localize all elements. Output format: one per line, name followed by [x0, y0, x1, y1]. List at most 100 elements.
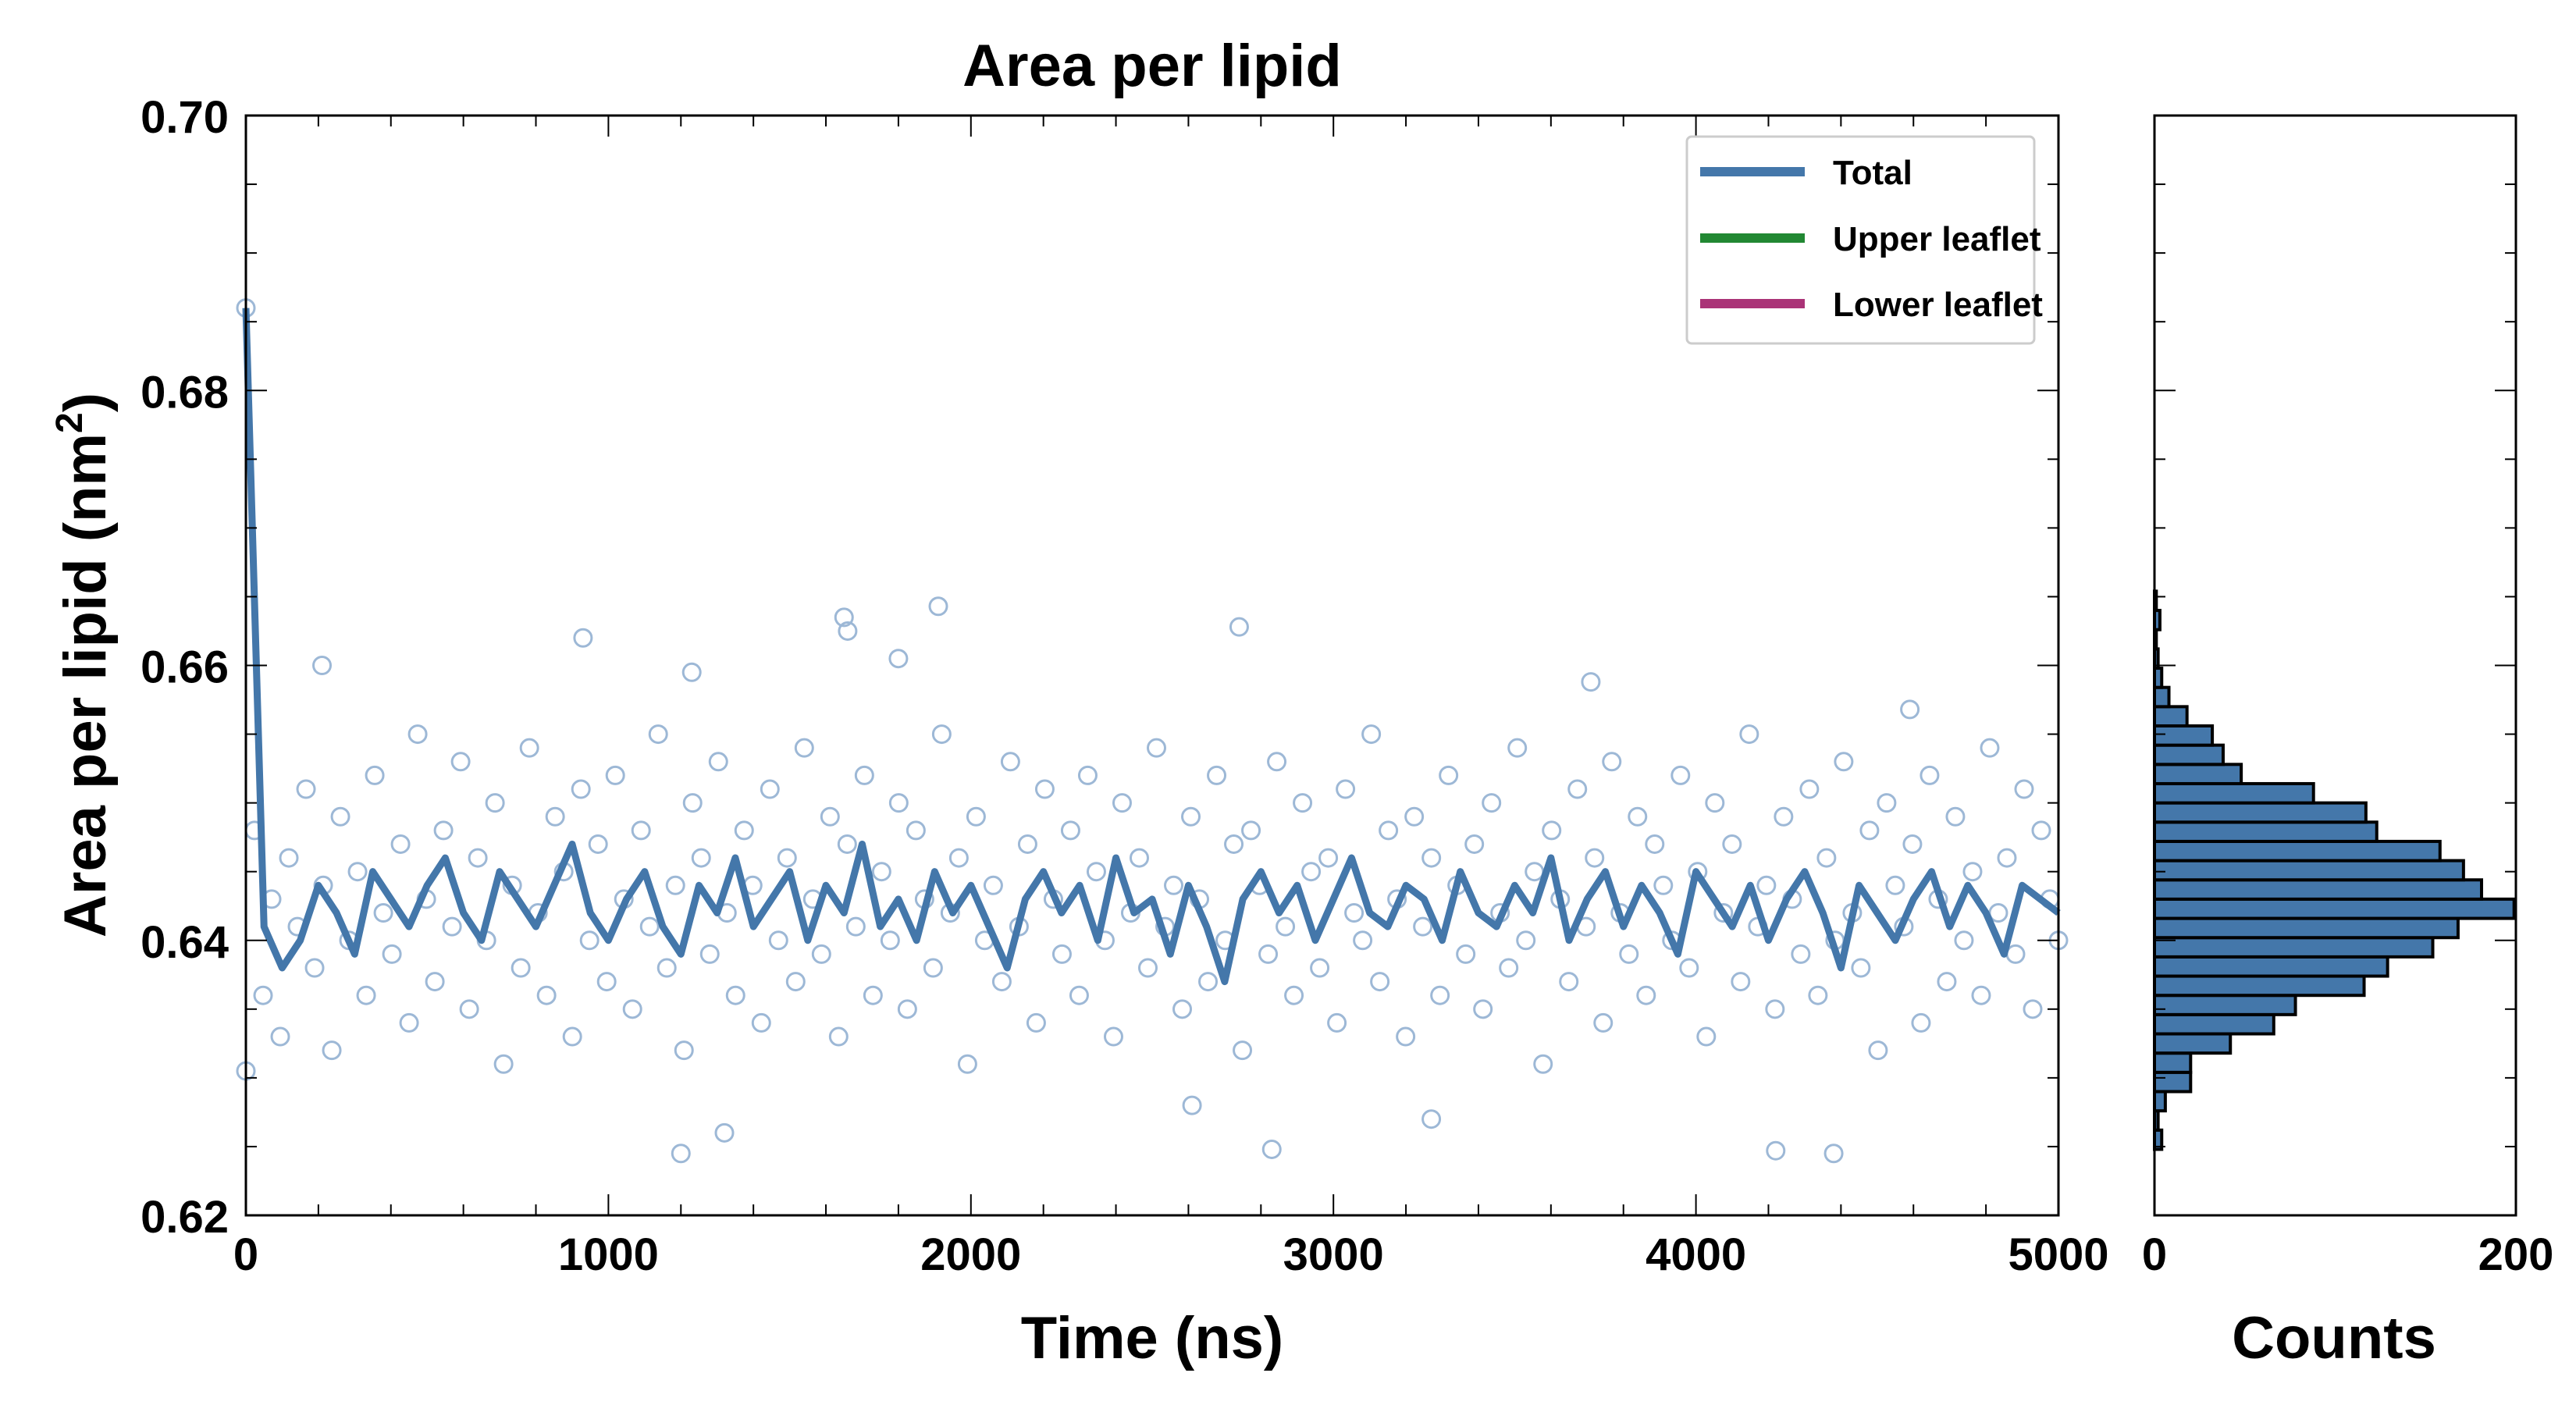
scatter-point [1533, 1054, 1553, 1074]
scatter-point [1499, 958, 1519, 978]
scatter-point [459, 999, 479, 1019]
scatter-point [1267, 752, 1287, 772]
scatter-point [1705, 793, 1725, 813]
scatter-point [588, 834, 608, 854]
legend-label-upper: Upper leaflet [1833, 220, 2041, 258]
scatter-point [270, 1026, 290, 1047]
scatter-point [1585, 848, 1605, 868]
scatter-point [1077, 765, 1098, 785]
scatter-point [1086, 862, 1106, 882]
scatter-point [1241, 820, 1261, 841]
x-tick-label: 5000 [2008, 1229, 2108, 1280]
scatter-point [1051, 944, 1072, 964]
scatter-point [1859, 820, 1880, 841]
scatter-point [1581, 672, 1601, 692]
scatter-point [468, 848, 488, 868]
scatter-point [399, 1012, 419, 1033]
scatter-point [1774, 806, 1794, 827]
scatter-point [1885, 875, 1905, 895]
scatter-point [356, 985, 376, 1005]
scatter-point [1276, 916, 1296, 937]
scatter-point [1293, 793, 1313, 813]
scatter-point [279, 848, 299, 868]
scatter-point [2031, 820, 2051, 841]
scatter-point [1464, 834, 1485, 854]
histogram-bar [2153, 936, 2435, 959]
scatter-point [1731, 972, 1751, 992]
x-tick-label: 1000 [558, 1229, 659, 1280]
scatter-point [1482, 793, 1502, 813]
histogram-bar [2153, 878, 2484, 901]
scatter-point [2014, 779, 2034, 799]
y-axis-title: Area per lipid (nm2) [49, 393, 119, 937]
scatter-point [1473, 999, 1493, 1019]
scatter-point [966, 806, 986, 827]
scatter-point [631, 820, 651, 841]
y-tick-label: 0.66 [141, 642, 229, 693]
scatter-point [1696, 1026, 1717, 1047]
scatter-point [863, 985, 883, 1005]
scatter-point [1103, 1026, 1123, 1047]
scatter-point [605, 765, 625, 785]
scatter-point [897, 999, 917, 1019]
scatter-point [1396, 1026, 1416, 1047]
hist-ticks: 0 200 [2142, 115, 2553, 1280]
scatter-point [834, 607, 854, 628]
scatter-point [1722, 834, 1742, 854]
scatter-point [1653, 875, 1674, 895]
histogram-bar [2153, 1090, 2167, 1113]
scatter-point [433, 820, 454, 841]
scatter-point [871, 862, 891, 882]
histogram-plot: 0 200 Counts [2142, 114, 2553, 1371]
scatter-point [1980, 738, 2000, 758]
scatter-point [880, 930, 900, 951]
histogram-bar [2153, 685, 2171, 709]
x-tick-label: 0 [233, 1229, 258, 1280]
scatter-point [671, 1144, 691, 1164]
scatter-point [931, 724, 952, 745]
scatter-point [1902, 834, 1923, 854]
scatter-point [948, 848, 969, 868]
histogram-bar [2153, 743, 2225, 767]
x-tick-label: 2000 [920, 1229, 1021, 1280]
scatter-point [1060, 820, 1080, 841]
scatter-point [1962, 862, 1983, 882]
y-tick-label: 0.70 [141, 92, 229, 143]
scatter-point [928, 596, 948, 617]
scatter-point [304, 958, 325, 978]
scatter-point [1258, 944, 1279, 964]
scatter-point [1542, 820, 1562, 841]
scatter-point [983, 875, 1003, 895]
histogram-bar [2153, 974, 2366, 998]
scatter-point [682, 793, 703, 813]
histogram-bar [2153, 820, 2379, 843]
histogram-bar [2153, 897, 2516, 920]
scatter-point [828, 1026, 849, 1047]
scatter-point [1137, 958, 1158, 978]
scatter-point [1284, 985, 1304, 1005]
scatter-point [1645, 834, 1665, 854]
scatter-point [674, 1040, 694, 1061]
scatter-point [1421, 848, 1442, 868]
scatter-point [1229, 617, 1249, 637]
histogram-bar [2153, 801, 2368, 824]
scatter-point [1379, 820, 1399, 841]
scatter-point [699, 944, 720, 964]
scatter-point [1619, 944, 1639, 964]
scatter-point [573, 628, 593, 648]
scatter-point [1439, 765, 1459, 785]
y-tick-label: 0.64 [141, 917, 229, 968]
scatter-point [373, 903, 393, 923]
scatter-point [1628, 806, 1648, 827]
scatter-point [734, 820, 754, 841]
histogram-bar [2153, 724, 2215, 747]
x-tick-label: 3000 [1283, 1229, 1384, 1280]
histogram-bar [2153, 994, 2297, 1016]
scatter-point [1181, 806, 1201, 827]
scatter-point [1713, 903, 1734, 923]
scatter-point [1370, 972, 1390, 992]
histogram-bar [2153, 1012, 2275, 1036]
scatter-point [1318, 848, 1339, 868]
legend: Total Upper leaflet Lower leaflet [1685, 135, 2043, 345]
